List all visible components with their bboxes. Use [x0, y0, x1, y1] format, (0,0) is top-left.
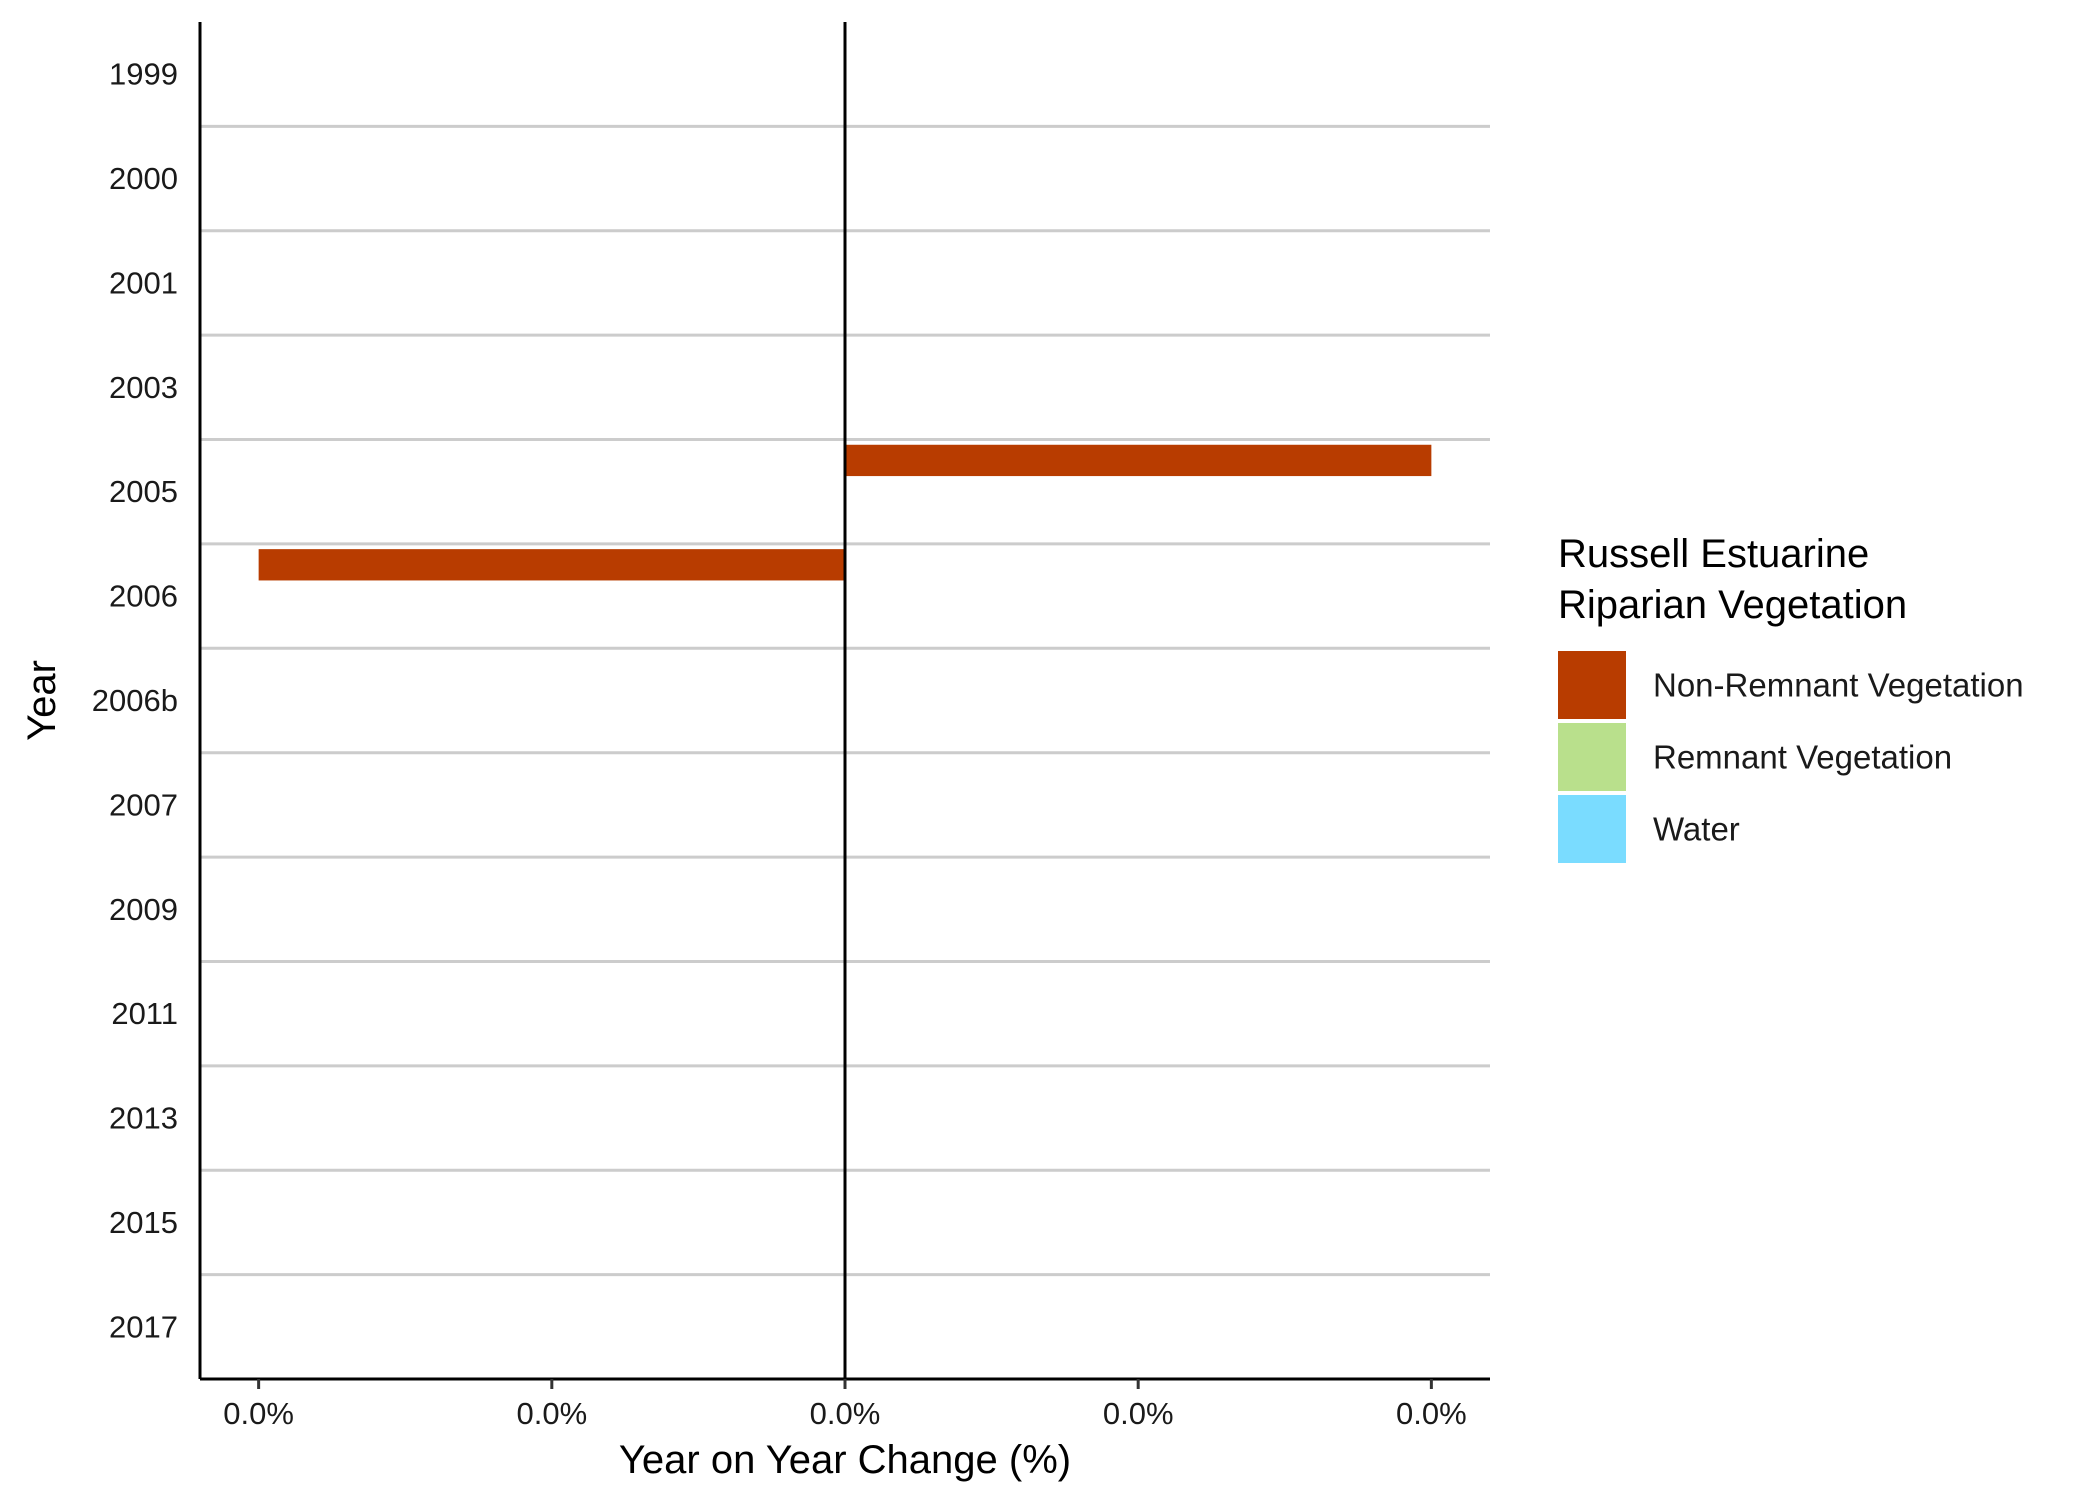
bar-non-remnant-vegetation-2005 [845, 444, 1432, 477]
y-tick-label: 2009 [109, 892, 178, 927]
legend-title: Riparian Vegetation [1558, 583, 1907, 627]
x-tick-label: 0.0% [1103, 1396, 1174, 1431]
y-tick-label: 2017 [109, 1309, 178, 1344]
y-tick-label: 2001 [109, 265, 178, 300]
x-tick-label: 0.0% [1396, 1396, 1467, 1431]
y-tick-label: 2006 [109, 579, 178, 614]
x-tick-label: 0.0% [516, 1396, 587, 1431]
x-axis-title: Year on Year Change (%) [619, 1438, 1071, 1482]
x-tick-label: 0.0% [223, 1396, 294, 1431]
legend: Russell Estuarine Riparian Vegetation Non-… [1558, 532, 2024, 863]
bars [258, 444, 1432, 581]
y-tick-label: 2013 [109, 1101, 178, 1136]
axes [198, 22, 1490, 1381]
y-axis-title: Year [20, 660, 64, 741]
y-tick-labels: 1999 2000 2001 2003 2005 2006 2006b 2007 2009 201… [92, 57, 178, 1345]
legend-label: Water [1653, 811, 1740, 848]
legend-label: Non-Remnant Vegetation [1653, 667, 2024, 704]
y-tick-label: 2003 [109, 370, 178, 405]
legend-key-water [1558, 795, 1626, 863]
legend-key-remnant-vegetation [1558, 723, 1626, 791]
y-tick-label: 2015 [109, 1205, 178, 1240]
x-tick-label: 0.0% [810, 1396, 881, 1431]
bar-non-remnant-vegetation-2006 [258, 549, 845, 581]
y-tick-label: 2011 [111, 996, 178, 1031]
legend-key-non-remnant-vegetation [1558, 651, 1626, 719]
y-tick-label: 2000 [109, 161, 178, 196]
y-tick-label: 2005 [109, 474, 178, 509]
legend-label: Remnant Vegetation [1653, 739, 1952, 776]
x-tick-labels: 0.0% 0.0% 0.0% 0.0% 0.0% [223, 1379, 1467, 1431]
y-tick-label: 1999 [109, 57, 178, 92]
legend-title: Russell Estuarine [1558, 532, 1869, 576]
y-tick-label: 2006b [92, 683, 178, 718]
y-tick-label: 2007 [109, 787, 178, 822]
